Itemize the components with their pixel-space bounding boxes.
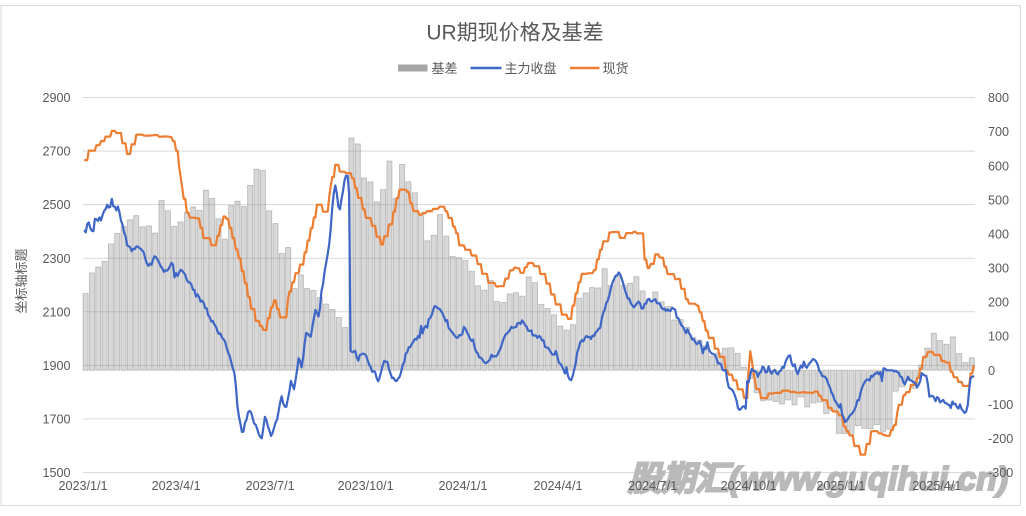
svg-text:2025/4/1: 2025/4/1 xyxy=(912,479,961,493)
svg-text:400: 400 xyxy=(988,228,1009,242)
svg-text:100: 100 xyxy=(988,330,1009,344)
svg-text:2300: 2300 xyxy=(42,252,70,266)
svg-text:2023/10/1: 2023/10/1 xyxy=(338,479,394,493)
svg-text:基差: 基差 xyxy=(432,61,458,76)
svg-text:2900: 2900 xyxy=(42,91,70,105)
svg-text:300: 300 xyxy=(988,262,1009,276)
svg-text:0: 0 xyxy=(988,364,995,378)
svg-text:2024/4/1: 2024/4/1 xyxy=(533,479,582,493)
svg-text:500: 500 xyxy=(988,193,1009,207)
svg-text:-100: -100 xyxy=(988,398,1013,412)
svg-text:1900: 1900 xyxy=(42,359,70,373)
svg-text:2025/1/1: 2025/1/1 xyxy=(816,479,865,493)
svg-text:2023/4/1: 2023/4/1 xyxy=(152,479,201,493)
svg-text:2023/1/1: 2023/1/1 xyxy=(58,479,107,493)
svg-text:-300: -300 xyxy=(988,466,1013,480)
svg-text:-200: -200 xyxy=(988,432,1013,446)
svg-text:2024/10/1: 2024/10/1 xyxy=(721,479,777,493)
svg-text:2024/7/1: 2024/7/1 xyxy=(628,479,677,493)
svg-text:1500: 1500 xyxy=(42,466,70,480)
svg-text:200: 200 xyxy=(988,296,1009,310)
svg-text:2700: 2700 xyxy=(42,145,70,159)
svg-text:2100: 2100 xyxy=(42,305,70,319)
svg-text:主力收盘: 主力收盘 xyxy=(505,61,557,76)
svg-text:1700: 1700 xyxy=(42,413,70,427)
svg-text:2024/1/1: 2024/1/1 xyxy=(438,479,487,493)
svg-text:800: 800 xyxy=(988,91,1009,105)
svg-text:2500: 2500 xyxy=(42,198,70,212)
svg-text:坐标轴标题: 坐标轴标题 xyxy=(14,248,29,313)
svg-text:2023/7/1: 2023/7/1 xyxy=(246,479,295,493)
svg-text:现货: 现货 xyxy=(603,61,629,76)
svg-text:700: 700 xyxy=(988,125,1009,139)
svg-text:股期汇(www.guqihui.cn): 股期汇(www.guqihui.cn) xyxy=(627,461,1008,498)
svg-text:600: 600 xyxy=(988,159,1009,173)
svg-text:UR期现价格及基差: UR期现价格及基差 xyxy=(426,22,603,45)
